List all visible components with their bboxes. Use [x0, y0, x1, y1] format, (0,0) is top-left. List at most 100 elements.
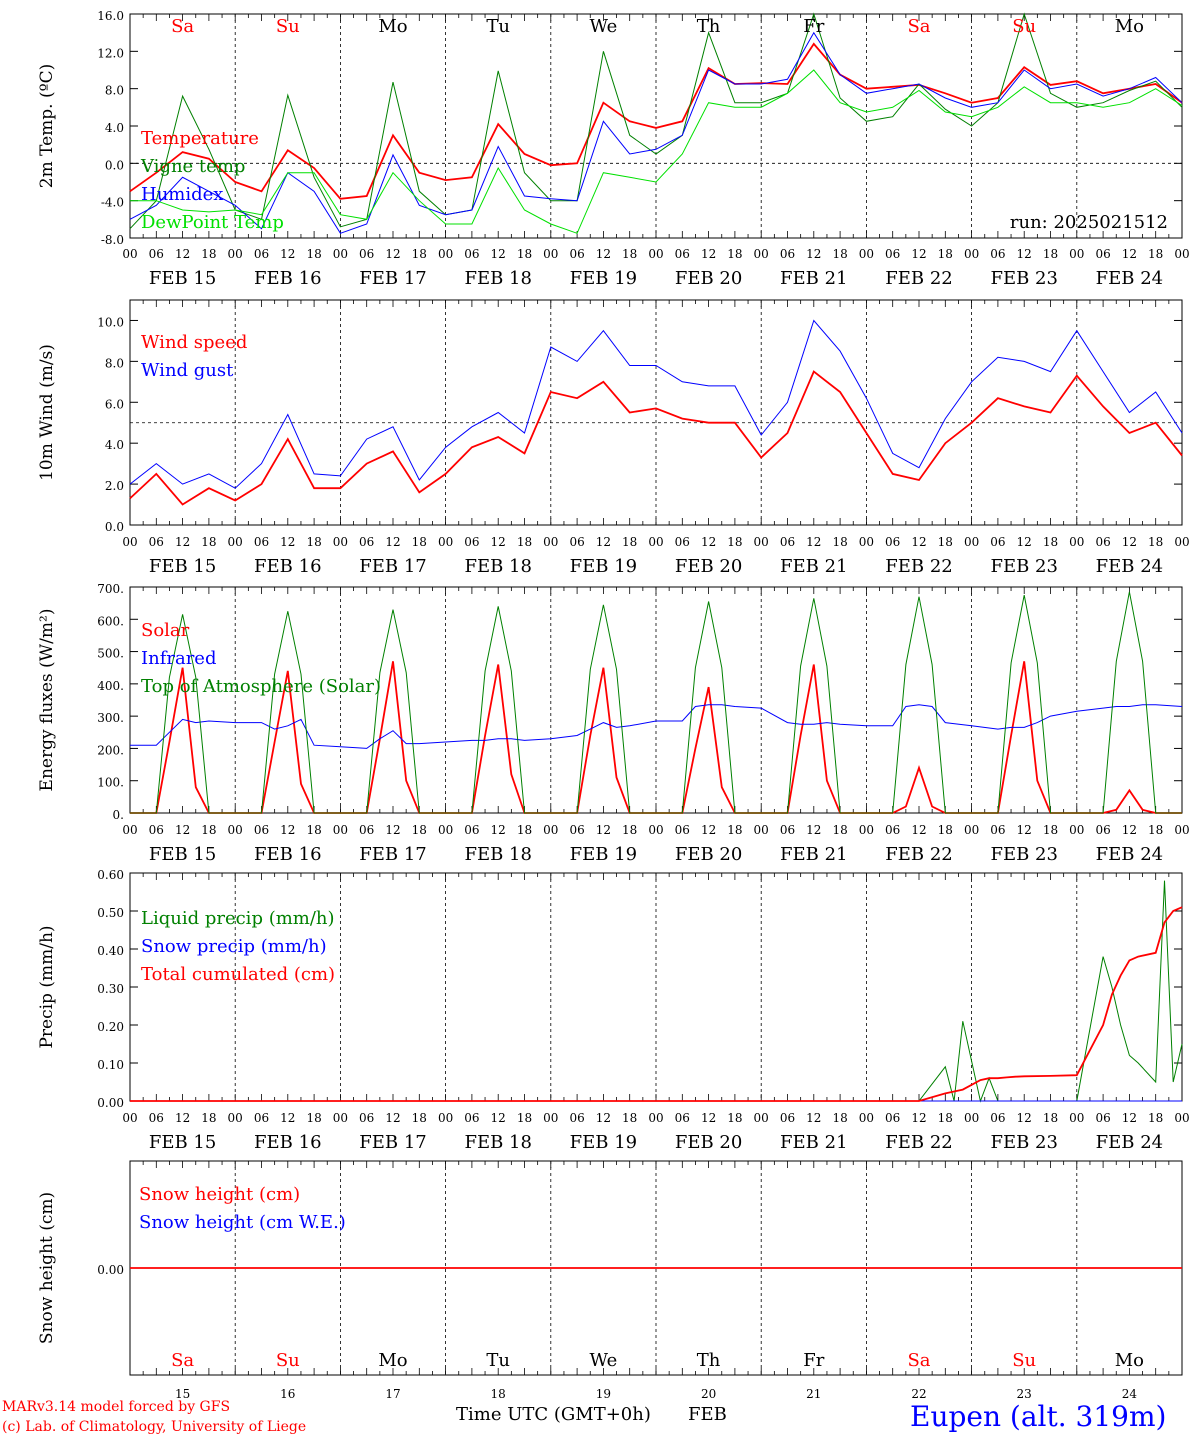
panel-4-hour-label: 00: [122, 1111, 137, 1125]
panel-2-series-wind-speed: [129, 370, 1183, 506]
panel-3-hour-label: 06: [990, 823, 1005, 837]
panel-2-hour-label: 00: [122, 535, 137, 549]
panel-2-date-label: FEB 23: [990, 556, 1057, 577]
panel-3-hour-label: 00: [228, 823, 243, 837]
panel-5-weekday-label: Su: [276, 1350, 300, 1371]
panel-3-date-label: FEB 20: [675, 844, 742, 865]
panel-5-day-number: 15: [175, 1387, 190, 1401]
panel-3-hour-label: 00: [1069, 823, 1084, 837]
panel-4-hour-label: 06: [780, 1111, 795, 1125]
panel-3-date-label: FEB 18: [464, 844, 531, 865]
panel-5-day-number: 24: [1122, 1387, 1138, 1401]
panel-4-hour-label: 12: [491, 1111, 506, 1125]
panel-1-hour-label: 00: [122, 247, 137, 261]
panel-4-date-label: FEB 17: [359, 1132, 426, 1153]
panel-5-weekday-label: Sa: [907, 1350, 930, 1371]
panel-5-weekday-label: Tu: [486, 1350, 510, 1371]
panel-4-y-tick-label: 0.20: [97, 1020, 124, 1034]
panel-4-y-tick-label: 0.10: [97, 1058, 124, 1072]
panel-4-hour-label: 06: [1095, 1111, 1110, 1125]
panel-1-hour-label: 12: [911, 247, 926, 261]
panel-1-hour-label: 00: [859, 247, 874, 261]
panel-5-day-number: 18: [491, 1387, 506, 1401]
panel-3-hour-label: 12: [596, 823, 611, 837]
panel-2-date-label: FEB 15: [149, 556, 216, 577]
panel-2-date-label: FEB 20: [675, 556, 742, 577]
panel-3-hour-label: 06: [359, 823, 374, 837]
panel-1-date-label: FEB 24: [1096, 268, 1163, 289]
panel-2-hour-label: 00: [964, 535, 979, 549]
panel-1-series-dewpoint-temp: [130, 69, 1183, 234]
panel-3-hour-label: 18: [938, 823, 953, 837]
panel-2-hour-label: 00: [228, 535, 243, 549]
panel-4-hour-label: 12: [701, 1111, 716, 1125]
panel-1-weekday-label: Su: [1012, 16, 1036, 37]
panel-5-legend-entry: Snow height (cm): [139, 1184, 300, 1205]
panel-3-hour-label: 06: [1095, 823, 1110, 837]
panel-1-y-tick-label: 12.0: [97, 46, 124, 60]
panel-2-hour-label: 12: [385, 535, 400, 549]
panel-4-hour-label: 00: [754, 1111, 769, 1125]
panel-3-y-axis-label: Energy fluxes (W/m²): [37, 609, 57, 792]
panel-1-hour-label: 12: [280, 247, 295, 261]
panel-4-hour-label: 12: [911, 1111, 926, 1125]
panel-4-hour-label: 06: [254, 1111, 269, 1125]
panel-4-hour-label: 12: [385, 1111, 400, 1125]
panel-3-hour-label: 18: [412, 823, 427, 837]
panel-1-hour-label: 18: [201, 247, 216, 261]
panel-4-y-tick-label: 0.60: [97, 868, 124, 882]
panel-3-date-label: FEB 17: [359, 844, 426, 865]
panel-3-series-top-of-atmosphere-solar-: [130, 591, 1182, 814]
panel-2-date-label: FEB 21: [780, 556, 847, 577]
panel-3-hour-label: 06: [464, 823, 479, 837]
panel-1-hour-label: 12: [806, 247, 821, 261]
panel-1-hour-label: 00: [228, 247, 243, 261]
panel-1-hour-label: 12: [1122, 247, 1137, 261]
panel-2-hour-label: 12: [175, 535, 190, 549]
x-axis-title: Time UTC (GMT+0h): [456, 1404, 651, 1425]
panel-4-date-label: FEB 20: [675, 1132, 742, 1153]
panel-3-date-label: FEB 23: [990, 844, 1057, 865]
panel-4-hour-label: 00: [228, 1111, 243, 1125]
panel-2-hour-label: 18: [306, 535, 321, 549]
panel-2-hour-label: 06: [1095, 535, 1110, 549]
panel-1-hour-label: 06: [990, 247, 1005, 261]
panel-1-date-label: FEB 19: [570, 268, 637, 289]
panel-2-hour-label: 00: [648, 535, 663, 549]
panel-4-hour-label: 00: [1174, 1111, 1189, 1125]
panel-4-hour-label: 12: [596, 1111, 611, 1125]
panel-1-hour-label: 12: [175, 247, 190, 261]
panel-2-y-tick-label: 6.0: [105, 397, 124, 411]
panel-3-hour-label: 12: [491, 823, 506, 837]
panel-4-hour-label: 06: [149, 1111, 164, 1125]
panel-5-day-number: 23: [1017, 1387, 1032, 1401]
panel-4-hour-label: 18: [306, 1111, 321, 1125]
panel-2-date-label: FEB 22: [885, 556, 952, 577]
panel-3-hour-label: 18: [1043, 823, 1058, 837]
panel-1-hour-label: 00: [648, 247, 663, 261]
panel-1-y-tick-label: -8.0: [101, 233, 124, 247]
panel-3-hour-label: 12: [806, 823, 821, 837]
panel-2-hour-label: 18: [1148, 535, 1163, 549]
panel-5-day-number: 22: [911, 1387, 926, 1401]
panel-1-date-label: FEB 18: [464, 268, 531, 289]
panel-1-hour-label: 06: [675, 247, 690, 261]
panel-4-hour-label: 00: [1069, 1111, 1084, 1125]
panel-2-hour-label: 00: [438, 535, 453, 549]
panel-3-hour-label: 18: [306, 823, 321, 837]
panel-4-hour-label: 18: [622, 1111, 637, 1125]
panel-1-weekday-label: Sa: [171, 16, 194, 37]
panel-4-hour-label: 12: [806, 1111, 821, 1125]
panel-2-hour-label: 12: [911, 535, 926, 549]
panel-4-hour-label: 00: [333, 1111, 348, 1125]
panel-1-date-label: FEB 22: [885, 268, 952, 289]
panel-3-y-tick-label: 200.: [97, 743, 124, 757]
panel-4-date-label: FEB 16: [254, 1132, 321, 1153]
panel-2-hour-label: 06: [569, 535, 584, 549]
panel-3-legend-entry: Solar: [141, 620, 190, 641]
panel-3-hour-label: 18: [201, 823, 216, 837]
panel-1-y-tick-label: 8.0: [105, 84, 124, 98]
panel-5-weekday-label: Sa: [171, 1350, 194, 1371]
panel-4-hour-label: 00: [859, 1111, 874, 1125]
panel-1-hour-label: 00: [438, 247, 453, 261]
